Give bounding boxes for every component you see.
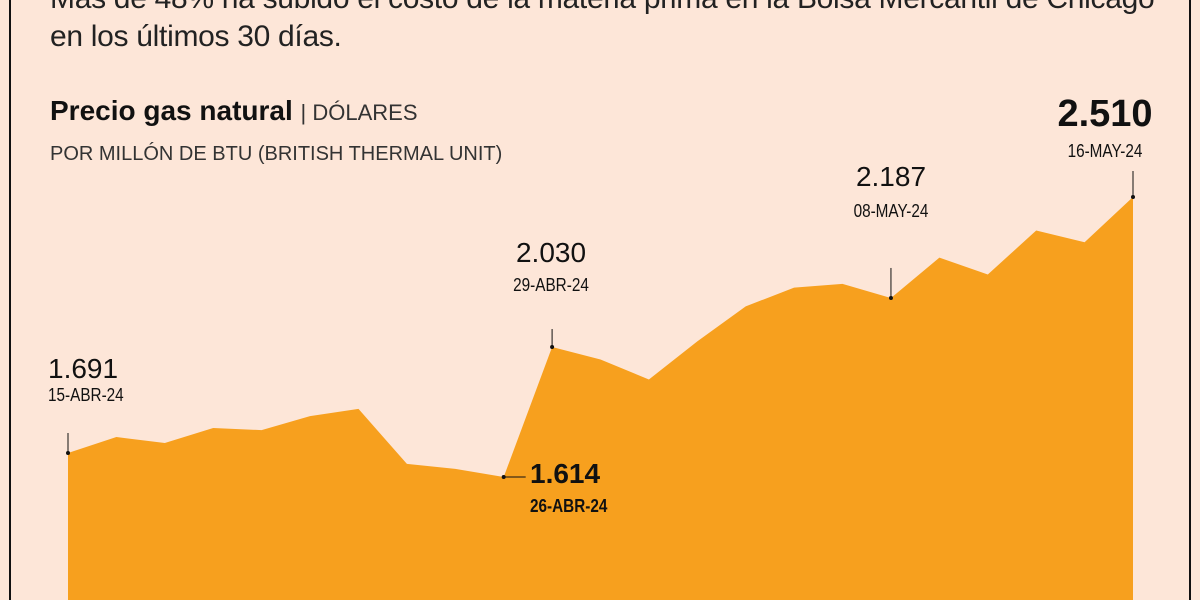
- annotation-value: 1.691: [48, 353, 119, 384]
- annotation-may8: 2.187 08-MAY-24: [847, 162, 935, 222]
- chart-subtitle: POR MILLÓN DE BTU (BRITISH THERMAL UNIT): [50, 143, 503, 165]
- title-separator: |: [300, 100, 313, 125]
- annotation-dot: [66, 450, 70, 455]
- annotation-dot: [501, 475, 506, 480]
- chart-unit: DÓLARES: [312, 100, 418, 125]
- annotation-min: 1.614 26-ABR-24: [530, 459, 621, 517]
- annotation-value: 1.614: [530, 458, 601, 489]
- annotation-jump: 2.030 29-ABR-24: [506, 238, 595, 296]
- annotation-date: 16-MAY-24: [1067, 141, 1143, 161]
- frame-left-border: [9, 0, 11, 600]
- intro-text: Más de 48% ha subido el costo de la mate…: [50, 0, 1155, 53]
- area-series: [68, 197, 1133, 600]
- annotation-date: 15-ABR-24: [48, 385, 124, 405]
- annotation-dot: [1131, 195, 1135, 200]
- annotation-dot: [888, 295, 893, 300]
- annotation-dot: [550, 345, 555, 350]
- annotation-date: 08-MAY-24: [853, 201, 929, 221]
- annotation-date: 29-ABR-24: [513, 275, 589, 295]
- annotation-end: 2.510 16-MAY-24: [1057, 94, 1152, 162]
- frame-right-border: [1189, 0, 1191, 600]
- annotation-value: 2.510: [1057, 93, 1153, 135]
- chart-title: Precio gas natural | DÓLARES: [50, 94, 418, 130]
- annotation-start: 1.691 15-ABR-24: [48, 354, 137, 406]
- annotation-value: 2.187: [855, 161, 927, 192]
- chart-title-text: Precio gas natural: [50, 95, 293, 126]
- annotation-value: 2.030: [515, 237, 587, 268]
- annotation-date: 26-ABR-24: [530, 496, 608, 516]
